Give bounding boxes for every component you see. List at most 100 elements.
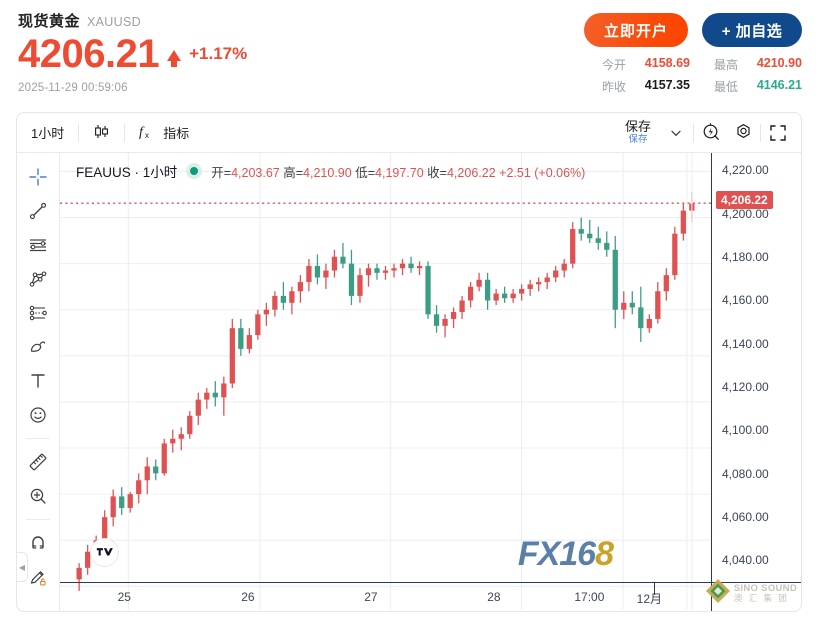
rail-divider xyxy=(26,438,50,439)
measure-ruler-icon[interactable] xyxy=(22,446,54,478)
zoom-in-icon[interactable] xyxy=(22,480,54,512)
quote-header: 现货黄金 XAUUSD 4206.21 +1.17% 2025-11-29 00… xyxy=(0,0,818,110)
chart-toolbar: 1小时 f x 指标 xyxy=(17,113,801,153)
indicators-button[interactable]: f x 指标 xyxy=(125,113,203,152)
price-axis[interactable]: 4,220.00 4,200.00 4,180.00 4,160.00 4,140.00… xyxy=(711,153,801,611)
fx-icon: f x xyxy=(139,123,157,143)
save-label: 保存 xyxy=(624,118,651,134)
fx168-gold-text: 8 xyxy=(595,535,614,573)
crosshair-icon[interactable] xyxy=(22,161,54,193)
chart-body: FEAUUS · 1小时 开=4,203.67 高=4,210.90 低=4,1… xyxy=(17,153,801,612)
price-axis-label: 4,140.00 xyxy=(722,336,769,351)
quote-column-right: 最高 4210.90 最低 4146.21 xyxy=(714,56,802,95)
svg-text:f: f xyxy=(139,125,145,140)
time-axis-label: 27 xyxy=(364,590,378,604)
quote-value-open: 4158.69 xyxy=(644,56,690,70)
last-price: 4206.21 xyxy=(18,32,160,76)
chevron-down-icon[interactable] xyxy=(661,118,691,148)
tradingview-logo-icon[interactable] xyxy=(90,538,119,567)
fx168-blue-text: FX16 xyxy=(517,535,596,573)
price-axis-label: 4,160.00 xyxy=(722,293,769,308)
lock-drawings-icon[interactable] xyxy=(22,561,54,593)
toolbar-divider xyxy=(693,123,694,142)
price-axis-label: 4,060.00 xyxy=(722,510,769,524)
fx168-watermark: FX168 xyxy=(517,535,614,574)
price-axis-label: 4,220.00 xyxy=(722,163,769,178)
legend-low-label: 低= xyxy=(355,165,376,180)
quote-value-prevclose: 4157.35 xyxy=(644,78,690,92)
pitchfork-icon[interactable] xyxy=(22,263,54,295)
time-axis-label: 25 xyxy=(117,590,131,604)
symbol-name: 现货黄金 xyxy=(18,13,81,30)
current-price-tag: 4,206.22 xyxy=(716,191,773,210)
chart-card: 1小时 f x 指标 xyxy=(16,112,802,612)
symbol-row: 现货黄金 XAUUSD xyxy=(18,10,247,31)
time-axis-label: 26 xyxy=(241,590,255,604)
chart-type-button[interactable] xyxy=(79,113,124,152)
quote-label: 今开 xyxy=(601,58,626,72)
chart-legend: FEAUUS · 1小时 开=4,203.67 高=4,210.90 低=4,1… xyxy=(76,161,585,181)
price-axis-label: 4,080.00 xyxy=(722,466,769,481)
svg-text:x: x xyxy=(145,131,149,140)
add-watchlist-button[interactable]: + 加自选 xyxy=(702,13,802,47)
legend-change: +2.51 (+0.06%) xyxy=(499,165,586,180)
price-axis-label: 4,040.00 xyxy=(722,553,769,568)
save-sub-label: 保存 xyxy=(628,133,648,145)
toolbar-divider xyxy=(760,123,761,142)
trend-line-icon[interactable] xyxy=(22,195,54,227)
time-axis-label: 12月 xyxy=(636,592,663,606)
magnet-icon[interactable] xyxy=(22,527,54,559)
emoji-icon[interactable] xyxy=(22,399,54,431)
text-icon[interactable] xyxy=(22,365,54,397)
quote-label: 最低 xyxy=(713,80,738,94)
legend-high-label: 高= xyxy=(283,165,304,180)
legend-open-value: 4,203.67 xyxy=(231,165,280,180)
collapse-handle[interactable]: ◀ xyxy=(17,552,28,582)
quote-timestamp: 2025-11-29 00:59:06 xyxy=(18,82,128,94)
legend-high-value: 4,210.90 xyxy=(303,165,352,180)
toolbar-right: 保存 保存 xyxy=(617,113,793,152)
toolbar-divider xyxy=(78,123,80,142)
interval-selector[interactable]: 1小时 xyxy=(17,113,78,152)
status-dot-icon xyxy=(186,163,203,179)
quote-label: 最高 xyxy=(713,58,738,72)
plot-area[interactable]: FEAUUS · 1小时 开=4,203.67 高=4,210.90 低=4,1… xyxy=(60,153,711,612)
price-row: 4206.21 +1.17% xyxy=(18,33,247,75)
time-axis[interactable]: 25 26 27 28 17:00 12月 xyxy=(60,582,801,611)
fib-retracement-icon[interactable] xyxy=(22,297,54,329)
sinosound-line1: SINO SOUND xyxy=(733,583,797,595)
candlestick-icon xyxy=(93,123,110,143)
sinosound-diamond-icon xyxy=(705,578,731,609)
horizontal-lines-icon[interactable] xyxy=(22,229,54,261)
legend-close-label: 收= xyxy=(427,165,447,180)
replay-icon[interactable] xyxy=(696,118,726,148)
quote-column-left: 今开 4158.69 昨收 4157.35 xyxy=(602,56,690,95)
symbol-block: 现货黄金 XAUUSD 4206.21 +1.17% 2025-11-29 00… xyxy=(18,10,247,94)
gear-icon[interactable] xyxy=(728,118,758,148)
interval-label: 1小时 xyxy=(31,126,65,141)
toolbar-divider xyxy=(124,123,126,142)
legend-low-value: 4,197.70 xyxy=(375,165,424,180)
sinosound-text: SINO SOUND 澳 汇 集 团 xyxy=(734,584,797,603)
brush-icon[interactable] xyxy=(22,331,54,363)
fullscreen-icon[interactable] xyxy=(763,118,793,148)
legend-close-value: 4,206.22 xyxy=(446,165,496,180)
arrow-up-icon xyxy=(167,49,182,67)
price-axis-label: 4,200.00 xyxy=(722,206,769,221)
symbol-code: XAUUSD xyxy=(87,15,141,29)
quote-value-high: 4210.90 xyxy=(756,56,802,70)
price-axis-label: 4,120.00 xyxy=(722,380,769,394)
price-axis-label: 4,100.00 xyxy=(722,423,769,438)
legend-open-label: 开= xyxy=(211,165,232,180)
header-buttons: 立即开户 + 加自选 xyxy=(584,13,802,47)
candlestick-plot[interactable] xyxy=(60,153,711,612)
price-axis-label: 4,180.00 xyxy=(722,250,769,264)
open-account-button[interactable]: 立即开户 xyxy=(584,13,688,47)
save-button[interactable]: 保存 保存 xyxy=(617,118,659,146)
drawing-toolbar xyxy=(17,153,60,611)
sinosound-watermark: SINO SOUND 澳 汇 集 团 xyxy=(705,578,797,609)
indicators-label: 指标 xyxy=(163,126,190,141)
quote-stats: 今开 4158.69 昨收 4157.35 最高 4210.90 最低 4146… xyxy=(602,56,802,95)
rail-divider xyxy=(26,519,50,520)
quote-value-low: 4146.21 xyxy=(756,78,802,92)
